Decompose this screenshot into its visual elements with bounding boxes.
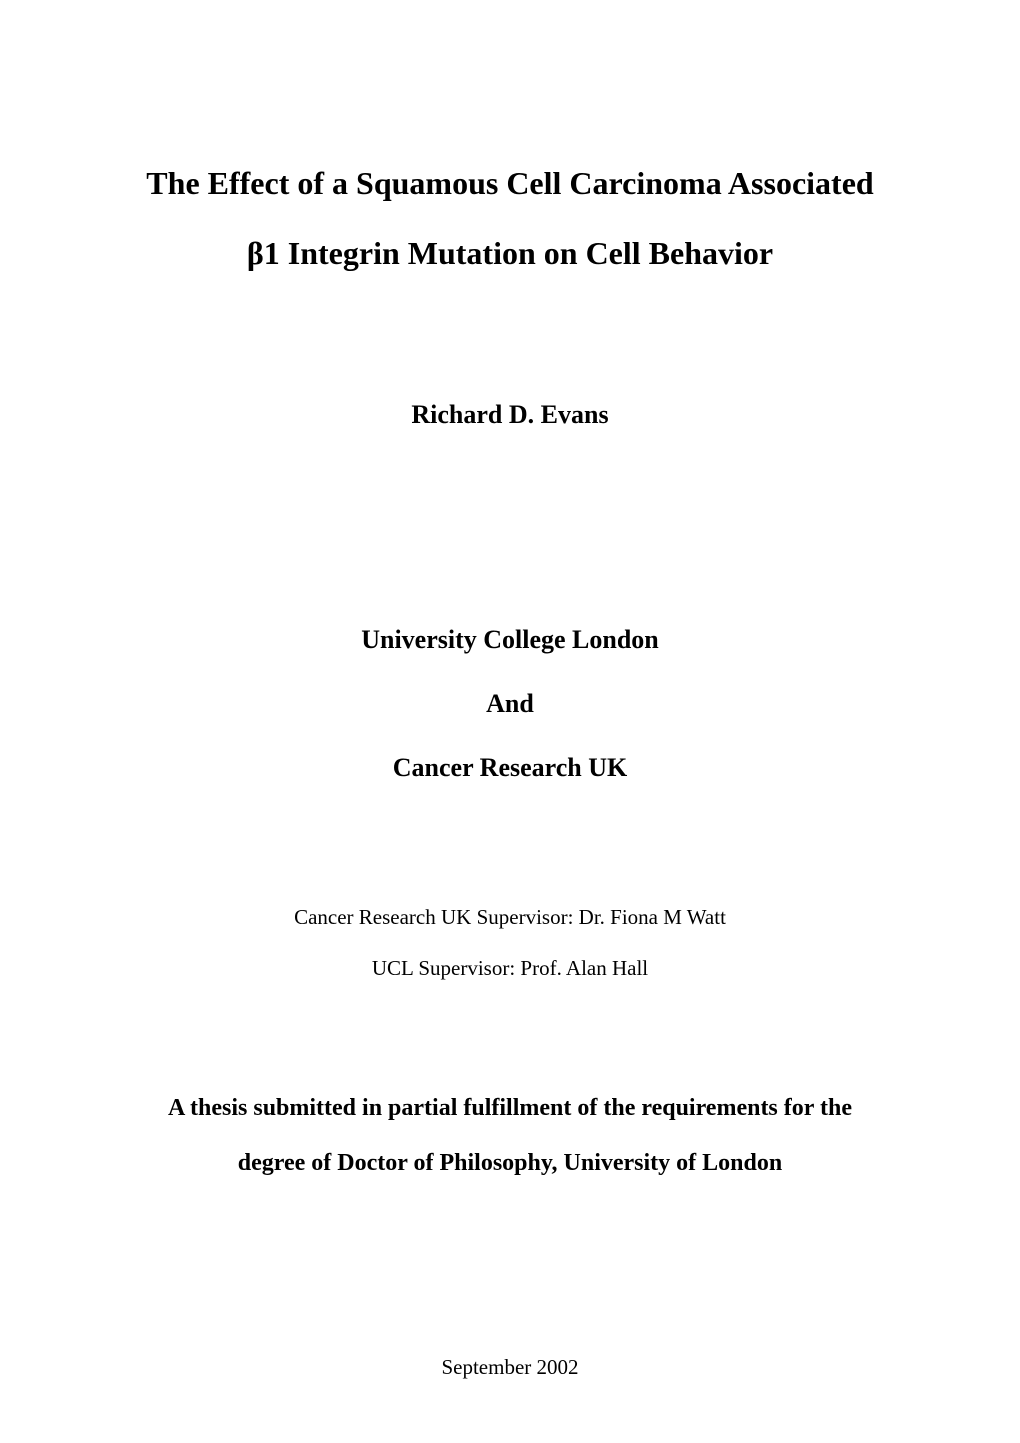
affiliations-block: University College London And Cancer Res…: [0, 625, 1020, 783]
submission-line-2: degree of Doctor of Philosophy, Universi…: [0, 1150, 1020, 1177]
supervisor-cruk: Cancer Research UK Supervisor: Dr. Fiona…: [0, 905, 1020, 930]
submission-line-1: A thesis submitted in partial fulfillmen…: [0, 1095, 1020, 1122]
title-block: The Effect of a Squamous Cell Carcinoma …: [0, 167, 1020, 269]
supervisor-ucl: UCL Supervisor: Prof. Alan Hall: [0, 956, 1020, 981]
author-name: Richard D. Evans: [0, 400, 1020, 430]
title-line-1: The Effect of a Squamous Cell Carcinoma …: [0, 167, 1020, 199]
affiliation-cruk: Cancer Research UK: [0, 753, 1020, 783]
supervisors-block: Cancer Research UK Supervisor: Dr. Fiona…: [0, 905, 1020, 981]
thesis-title-page: The Effect of a Squamous Cell Carcinoma …: [0, 0, 1020, 1443]
submission-statement: A thesis submitted in partial fulfillmen…: [0, 1095, 1020, 1177]
submission-date: September 2002: [0, 1355, 1020, 1380]
affiliation-connector: And: [0, 689, 1020, 719]
affiliation-ucl: University College London: [0, 625, 1020, 655]
title-line-2: β1 Integrin Mutation on Cell Behavior: [0, 237, 1020, 269]
